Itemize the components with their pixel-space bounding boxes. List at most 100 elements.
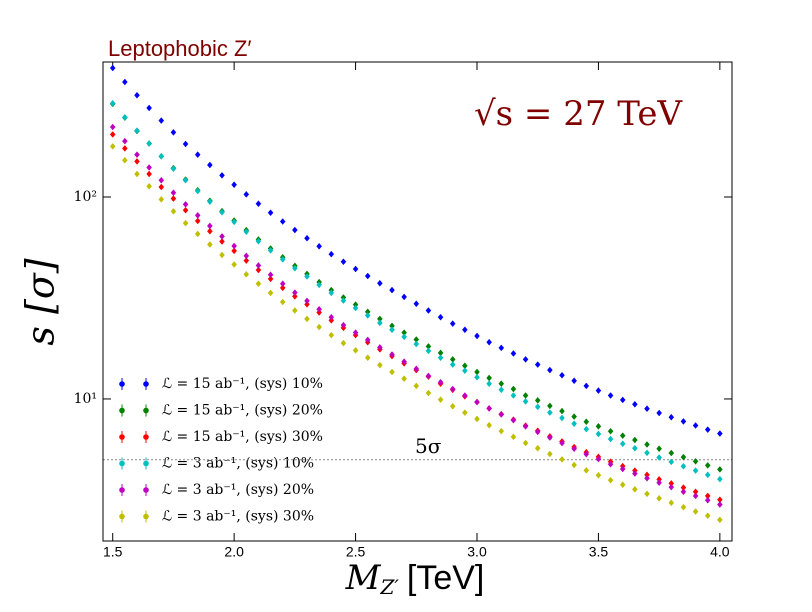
marker: [279, 298, 286, 306]
x-tick-label: 3.5: [589, 544, 609, 560]
marker: [158, 195, 165, 203]
marker: [413, 340, 420, 348]
marker: [401, 333, 407, 341]
marker: [158, 183, 165, 191]
marker: [182, 176, 189, 184]
marker: [717, 501, 723, 508]
marker: [267, 209, 274, 217]
marker: [267, 246, 274, 254]
marker: [692, 457, 699, 465]
marker: [292, 264, 298, 272]
marker: [534, 361, 541, 368]
marker: [619, 465, 626, 473]
marker: [425, 307, 432, 314]
marker: [692, 467, 699, 474]
marker: [134, 91, 140, 99]
marker: [522, 355, 529, 363]
marker: [352, 265, 359, 273]
marker: [231, 218, 237, 226]
legend-swatch: [143, 487, 149, 493]
marker: [304, 315, 310, 323]
marker: [607, 392, 614, 399]
marker: [510, 392, 517, 399]
marker: [680, 418, 687, 425]
marker: [680, 503, 687, 511]
marker: [304, 297, 310, 305]
marker: [534, 428, 541, 436]
marker: [255, 280, 262, 288]
marker: [534, 396, 541, 404]
x-tick-label: 2.5: [346, 544, 366, 560]
marker: [364, 354, 371, 362]
marker: [607, 427, 614, 435]
marker: [170, 165, 177, 173]
marker: [352, 346, 359, 354]
marker: [425, 389, 432, 397]
marker: [717, 516, 723, 524]
marker: [583, 450, 590, 458]
legend-swatch: [143, 434, 149, 440]
marker: [207, 198, 213, 206]
marker: [717, 430, 723, 437]
marker: [316, 305, 322, 313]
y-tick-label: 10¹: [74, 391, 97, 407]
legend-swatch: [119, 513, 125, 520]
marker: [389, 351, 395, 358]
x-axis-label: MZ′ [TeV]: [345, 558, 485, 599]
marker: [134, 151, 140, 159]
marker: [474, 332, 480, 340]
marker: [656, 494, 662, 502]
marker: [316, 242, 322, 250]
x-tick-label: 4.0: [710, 544, 730, 560]
marker: [219, 233, 225, 240]
annotation: √s = 27 TeV: [474, 94, 683, 134]
marker: [109, 99, 116, 107]
marker: [122, 78, 128, 86]
marker: [194, 187, 201, 195]
marker: [595, 455, 602, 463]
marker: [340, 258, 347, 266]
marker: [340, 321, 347, 329]
x-tick-label: 2.0: [224, 544, 244, 560]
marker: [219, 208, 225, 216]
marker: [194, 211, 201, 219]
legend-label: ℒ = 15 ab⁻¹, (sys) 20%: [162, 403, 323, 419]
plot-frame: [102, 61, 733, 542]
marker: [522, 423, 529, 430]
marker: [292, 292, 298, 300]
marker: [692, 422, 699, 429]
marker: [607, 476, 614, 484]
legend-swatch: [119, 407, 125, 414]
marker: [559, 439, 565, 447]
y-tick-label: 10²: [74, 189, 97, 205]
marker: [547, 409, 553, 416]
marker: [182, 140, 189, 148]
marker: [255, 262, 262, 269]
x-tick-label: 3.0: [467, 544, 487, 560]
marker: [559, 456, 565, 463]
marker: [437, 313, 444, 321]
marker: [401, 375, 407, 383]
marker: [668, 499, 675, 507]
marker: [595, 471, 602, 479]
marker: [704, 461, 711, 469]
marker: [437, 354, 444, 362]
marker: [146, 104, 152, 112]
marker: [219, 238, 225, 245]
marker: [413, 300, 420, 308]
marker: [255, 266, 262, 274]
marker: [122, 156, 128, 164]
marker: [607, 435, 614, 443]
marker: [182, 219, 189, 227]
marker: [134, 127, 140, 135]
marker: [401, 293, 407, 301]
marker: [279, 280, 286, 288]
marker: [498, 386, 505, 394]
marker: [146, 182, 152, 190]
marker: [170, 128, 177, 136]
marker: [632, 470, 638, 477]
legend-swatch: [119, 460, 125, 467]
marker: [534, 403, 541, 411]
marker: [644, 441, 650, 448]
marker: [328, 289, 335, 297]
